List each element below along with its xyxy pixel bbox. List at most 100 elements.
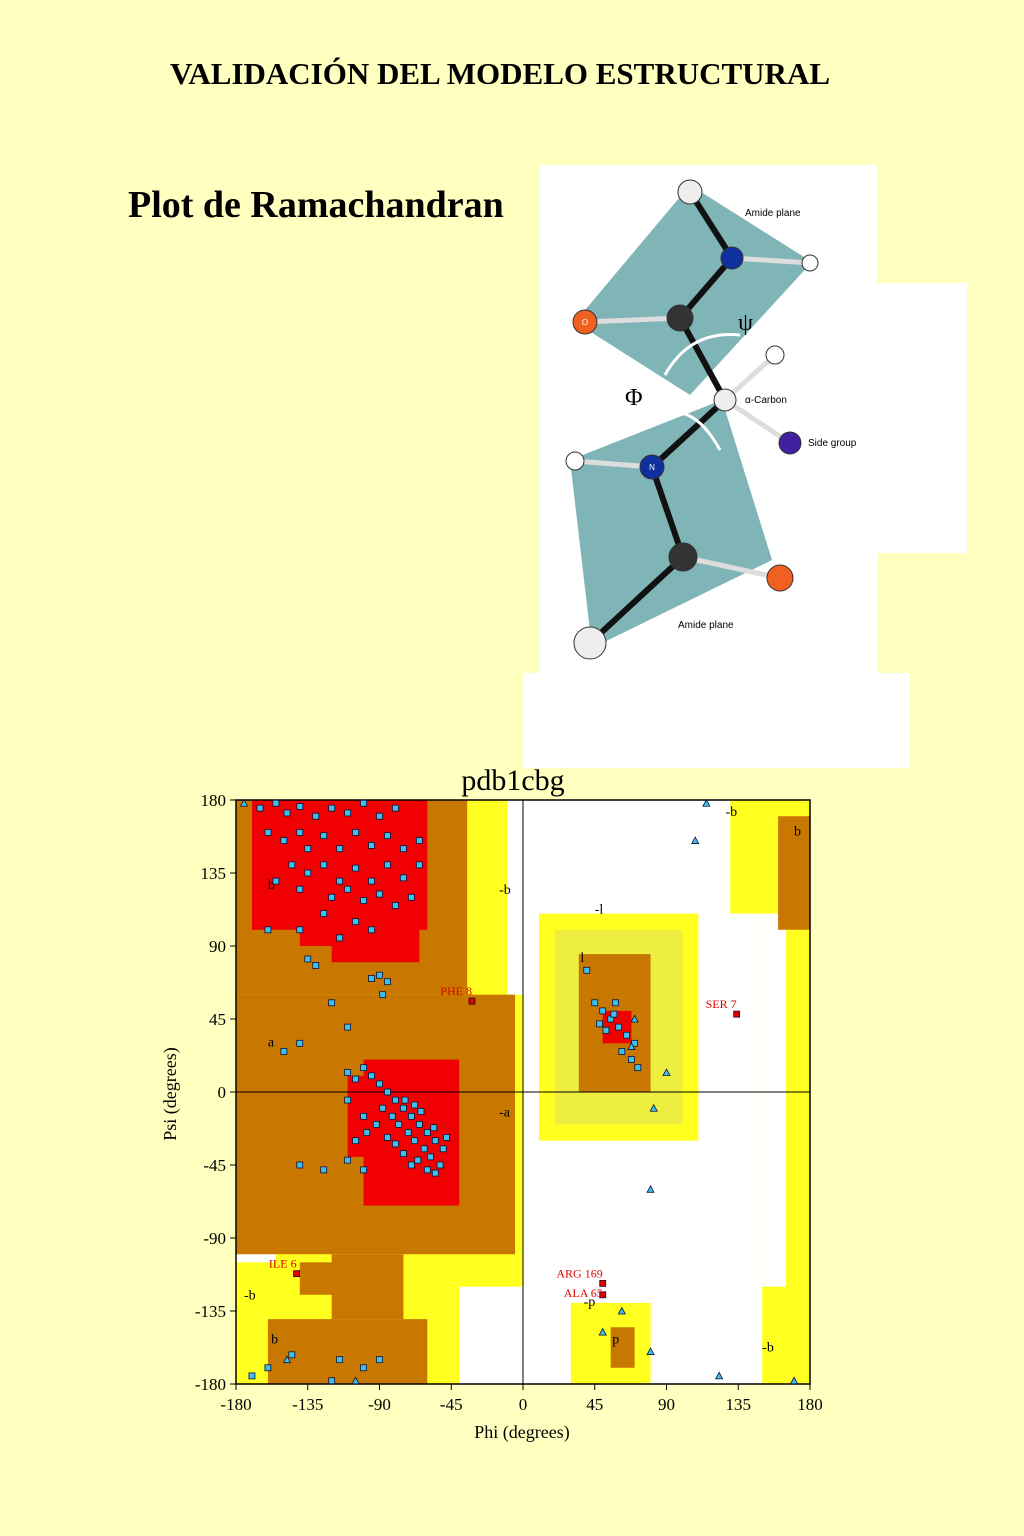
- x-tick-label: -135: [292, 1395, 323, 1414]
- label: Amide plane: [678, 620, 734, 631]
- region-label: b: [271, 1332, 278, 1347]
- glycine-point: [617, 1306, 627, 1315]
- residue-point: [360, 897, 367, 904]
- residue-point: [288, 1351, 296, 1359]
- glycine-point: [646, 1347, 655, 1355]
- label: Amide plane: [745, 208, 801, 219]
- residue-point: [427, 1153, 434, 1161]
- residue-point: [407, 1161, 415, 1169]
- glycine-point: [649, 1103, 658, 1112]
- glycine-point: [646, 1184, 655, 1193]
- residue-point: [336, 845, 344, 853]
- residue-point: [423, 1129, 431, 1136]
- residue-point: [623, 1031, 631, 1039]
- y-tick-label: 45: [209, 1010, 226, 1029]
- ramachandran-plot: -180 -135 -90 -45 0 45 90 135 180 -180 -135 -90 -45 0…: [160, 764, 823, 1443]
- residue-point: [439, 1145, 447, 1153]
- region-label: -a: [499, 1105, 511, 1120]
- residue-point: [296, 1039, 304, 1047]
- region-label: -b: [725, 805, 737, 820]
- residue-point: [368, 877, 375, 885]
- residue-point: [599, 1291, 607, 1299]
- residue-point: [344, 1156, 352, 1164]
- residue-point: [376, 1356, 383, 1364]
- region-allowed: [778, 816, 810, 930]
- region-label: -b: [762, 1341, 774, 1356]
- image-bg: [523, 673, 910, 768]
- glycine-point: [702, 798, 711, 807]
- residue-point: [615, 1023, 623, 1031]
- residue-label: SER 7: [706, 997, 737, 1011]
- residue-point: [583, 966, 591, 974]
- chart-title: pdb1cbg: [461, 764, 564, 797]
- residue-point: [415, 861, 423, 869]
- x-tick-label: 180: [797, 1395, 823, 1414]
- residue-point: [392, 902, 399, 909]
- residue-point: [599, 1280, 607, 1287]
- residue-point: [296, 926, 304, 934]
- glycine-point: [239, 798, 249, 807]
- label: α-Carbon: [745, 395, 787, 406]
- residue-point: [612, 999, 619, 1007]
- y-tick-label: 90: [209, 937, 226, 956]
- residue-point: [352, 1075, 359, 1083]
- residue-point: [320, 1166, 328, 1174]
- residue-point: [272, 877, 280, 885]
- y-tick-label: 135: [201, 864, 227, 883]
- residue-point: [430, 1124, 438, 1132]
- subtitle: Plot de Ramachandran: [128, 184, 504, 226]
- residue-point: [401, 1096, 409, 1104]
- residue-point: [264, 1364, 272, 1372]
- residue-point: [352, 1137, 359, 1145]
- residue-point: [376, 812, 383, 820]
- glycine-point: [714, 1371, 724, 1380]
- residue-point: [312, 812, 320, 820]
- residue-point: [411, 1101, 418, 1109]
- residue-point: [248, 1372, 256, 1380]
- residue-point: [602, 1026, 610, 1034]
- region-label: l: [580, 951, 584, 966]
- residue-point: [368, 842, 375, 849]
- region-label: p: [612, 1332, 619, 1347]
- residue-point: [400, 845, 407, 853]
- region-label: -l: [595, 903, 604, 918]
- residue-point: [395, 1121, 403, 1128]
- residue-point: [328, 999, 336, 1007]
- region-label: -b: [499, 883, 511, 898]
- y-tick-label: -180: [195, 1375, 226, 1394]
- residue-point: [400, 1150, 407, 1158]
- residue-point: [344, 809, 352, 817]
- residue-point: [283, 809, 291, 817]
- label: Φ: [625, 385, 643, 411]
- x-tick-label: 90: [658, 1395, 675, 1414]
- residue-point: [360, 1364, 367, 1372]
- residue-point: [344, 1023, 352, 1031]
- residue-point: [436, 1161, 444, 1169]
- residue-label: ARG 169: [556, 1266, 602, 1280]
- y-axis-label: Psi (degrees): [160, 1047, 181, 1140]
- label: ψ: [738, 310, 753, 336]
- glycine-point: [662, 1068, 671, 1076]
- residue-point: [296, 1161, 304, 1169]
- residue-point: [360, 1064, 367, 1072]
- y-tick-label: -135: [195, 1302, 226, 1321]
- residue-point: [431, 1137, 439, 1145]
- residue-point: [400, 874, 407, 882]
- residue-point: [352, 864, 359, 872]
- residue-point: [288, 861, 296, 869]
- region-label: -p: [584, 1295, 596, 1310]
- residue-point: [304, 845, 312, 853]
- residue-point: [336, 1356, 344, 1364]
- glycine-point: [630, 1014, 639, 1023]
- residue-point: [304, 955, 312, 963]
- residue-point: [384, 832, 391, 840]
- residue-point: [376, 971, 383, 979]
- residue-point: [610, 1010, 618, 1018]
- residue-point: [293, 1270, 300, 1278]
- residue-point: [379, 1104, 387, 1112]
- residue-point: [415, 837, 423, 844]
- rotation-arrow: [663, 333, 741, 376]
- residue-point: [368, 1072, 375, 1080]
- residue-point: [344, 1069, 352, 1076]
